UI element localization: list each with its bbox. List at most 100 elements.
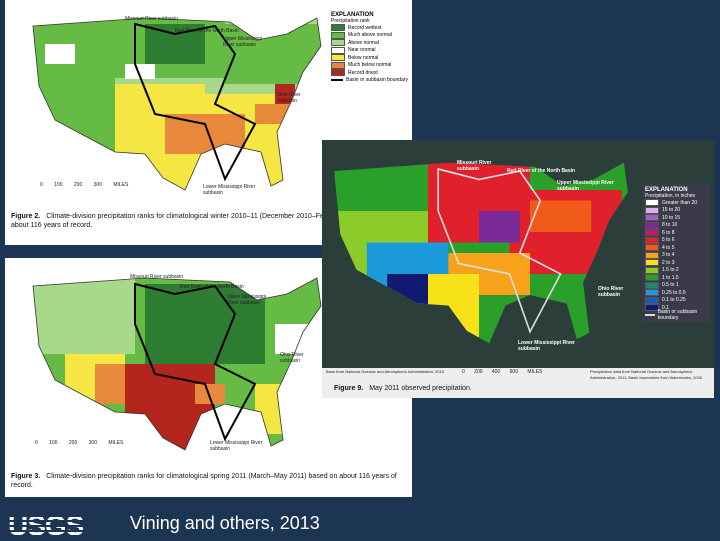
legend-item: Record wettest xyxy=(331,24,408,32)
legend-label: Record wettest xyxy=(348,24,382,31)
map-label: Ohio River subbasin xyxy=(598,286,624,298)
caption: Figure 9. May 2011 observed precipitation… xyxy=(334,384,472,393)
legend-item: 15 to 20 xyxy=(645,206,707,215)
caption-label: Figure 9. xyxy=(334,385,364,392)
legend-swatch xyxy=(645,214,659,222)
legend-item: Near normal xyxy=(331,46,408,55)
legend-label: Below normal xyxy=(348,54,379,61)
legend-label: 0.25 to 0.5 xyxy=(662,289,686,296)
caption-text: May 2011 observed precipitation. xyxy=(369,385,472,392)
scale-label: 300 MILES xyxy=(93,182,129,188)
caption: Figure 3. Climate-division precipitation … xyxy=(11,472,406,490)
map-label: Lower Mississippi River subbasin xyxy=(203,184,256,196)
map-label: Lower Mississippi River subbasin xyxy=(518,340,575,352)
legend-item: Much above normal xyxy=(331,31,408,40)
legend-item: 3 to 4 xyxy=(645,251,707,260)
legend-item: Record driest xyxy=(331,69,408,77)
scale: 0 100 200 300 MILES xyxy=(40,182,128,188)
scale-label: 0 xyxy=(35,440,38,446)
map-label: Missouri River subbasin xyxy=(130,274,184,280)
map-label: Lower Mississippi River subbasin xyxy=(210,440,263,452)
legend-subtitle: Precipitation rank xyxy=(331,18,370,24)
map-label: Ohio River subbasin xyxy=(280,352,304,364)
scale: 0 200 400 600 MILES xyxy=(462,369,542,375)
legend-label: 6 to 8 xyxy=(662,229,675,236)
scale: 0 100 200 300 MILES xyxy=(35,440,123,446)
legend-swatch xyxy=(331,61,345,69)
source: Precipitation data from National Oceanic… xyxy=(590,369,703,380)
scale-label: 200 xyxy=(68,440,78,446)
scale-label: 0 xyxy=(462,369,465,375)
legend-swatch xyxy=(645,244,659,252)
legend-swatch xyxy=(645,206,659,214)
legend-label: 15 to 20 xyxy=(662,207,681,214)
scale-label: 400 xyxy=(491,369,501,375)
map-label: Red River of the North Basin xyxy=(507,168,576,174)
source: Base from National Oceanic and Atmospher… xyxy=(326,369,445,374)
map-label: Upper Mississippi River subbasin xyxy=(227,294,267,306)
legend-items: Record wettest Much above normal Above nor… xyxy=(331,24,408,77)
logo: USGS xyxy=(8,510,84,541)
legend-label: 5 to 6 xyxy=(662,237,675,244)
legend-label: 2 to 3 xyxy=(662,259,675,266)
legend-item: 10 to 15 xyxy=(645,214,707,222)
legend-item: 0.1 to 0.25 xyxy=(645,296,707,305)
map-label: Missouri River subbasin xyxy=(125,16,179,22)
legend-swatch xyxy=(331,46,345,54)
legend-subtitle: Precipitation, in inches xyxy=(645,193,696,199)
caption-text: Climate-division precipitation ranks for… xyxy=(11,473,397,489)
legend-item: 2 to 3 xyxy=(645,259,707,267)
legend-label: Much above normal xyxy=(348,32,392,39)
legend: EXPLANATION Precipitation, in inches Gre… xyxy=(642,184,710,322)
legend-label: 0.1 xyxy=(662,304,669,311)
legend-swatch xyxy=(331,24,345,32)
legend-swatch xyxy=(331,31,345,39)
figure-2: Missouri River subbasin Red River of the… xyxy=(5,0,412,245)
legend-title: EXPLANATION xyxy=(645,187,688,193)
scale-label: 0 xyxy=(40,182,43,188)
legend-item: Basin or subbasin boundary xyxy=(331,77,408,85)
map-label: Red River of the North Basin xyxy=(175,28,239,34)
legend-swatch xyxy=(645,296,659,304)
legend-swatch xyxy=(645,221,659,229)
map-may xyxy=(322,140,714,368)
legend-swatch xyxy=(645,281,659,289)
legend-swatch xyxy=(645,304,659,312)
map-label: Missouri River subbasin xyxy=(457,160,492,172)
legend-items: Greater than 20 15 to 20 10 to 15 8 to 10 6 … xyxy=(645,199,707,312)
map-label: Upper Mississippi River subbasin xyxy=(557,180,614,192)
legend-label: 1 to 1.5 xyxy=(662,274,679,281)
legend-swatch xyxy=(645,236,659,244)
citation: Vining and others, 2013 xyxy=(130,513,320,533)
legend-label: 10 to 15 xyxy=(662,214,681,221)
caption-label: Figure 2. xyxy=(11,213,41,220)
legend-label: 3 to 4 xyxy=(662,252,675,259)
scale-label: 200 xyxy=(474,369,483,375)
caption: Figure 2. Climate-division precipitation … xyxy=(11,212,406,230)
legend-label: 4 to 5 xyxy=(662,244,675,251)
legend-item: 1.5 to 2 xyxy=(645,266,707,275)
legend-swatch xyxy=(645,259,659,267)
legend-label: Much below normal xyxy=(348,62,392,69)
map-spring xyxy=(32,277,322,451)
caption-text: Climate-division precipitation ranks for… xyxy=(11,213,394,229)
legend-swatch xyxy=(645,266,659,274)
caption-label: Figure 3. xyxy=(11,473,41,480)
legend-label: Greater than 20 xyxy=(662,199,698,206)
legend-swatch xyxy=(331,39,345,47)
scale-label: 300 MILES xyxy=(88,440,124,446)
figure-9: Missouri River subbasin Red River of the… xyxy=(322,140,714,398)
legend-item: 6 to 8 xyxy=(645,229,707,237)
legend: EXPLANATION Precipitation rank Record we… xyxy=(331,12,408,84)
legend-item: Greater than 20 xyxy=(645,199,707,207)
map-label: Ohio River subbasin xyxy=(277,92,301,104)
legend-swatch xyxy=(645,229,659,237)
legend-label: 8 to 10 xyxy=(662,222,678,229)
legend-swatch xyxy=(645,251,659,259)
scale-label: 200 xyxy=(73,182,83,188)
legend-item: 0.1 xyxy=(645,304,707,312)
legend-item: Below normal xyxy=(331,54,408,62)
legend-label: 1.5 to 2 xyxy=(662,267,679,274)
legend-label: 0.5 to 1 xyxy=(662,282,679,289)
